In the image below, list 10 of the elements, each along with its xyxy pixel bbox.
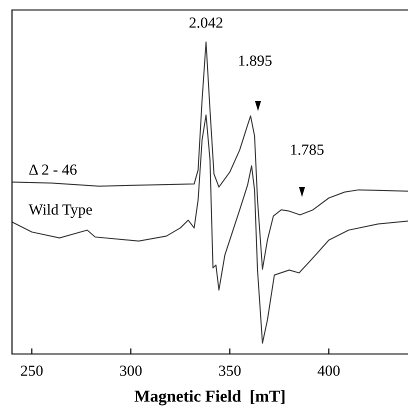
annotation: 2.042 xyxy=(190,17,222,28)
x-axis-title: Magnetic Field [mT] xyxy=(134,390,284,406)
x-tick-label: 400 xyxy=(318,366,340,376)
annotation: 1.785 xyxy=(291,144,324,155)
series-label: Wild Type xyxy=(28,204,92,218)
x-tick-label: 350 xyxy=(219,366,241,376)
annotation: 1.895 xyxy=(239,56,272,66)
x-tick-label: 300 xyxy=(120,366,142,376)
series-label: Δ 2 - 46 xyxy=(29,164,77,175)
x-tick-label: 250 xyxy=(21,366,43,376)
